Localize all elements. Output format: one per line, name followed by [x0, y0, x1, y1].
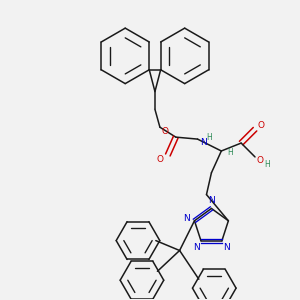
Text: O: O: [256, 156, 263, 165]
Text: H: H: [264, 160, 270, 169]
Text: N: N: [200, 138, 207, 147]
Text: O: O: [156, 155, 164, 164]
Text: N: N: [193, 243, 200, 252]
Text: N: N: [184, 214, 190, 223]
Text: O: O: [161, 127, 168, 136]
Text: O: O: [257, 121, 265, 130]
Text: H: H: [227, 148, 233, 158]
Text: N: N: [208, 196, 215, 205]
Text: N: N: [223, 243, 230, 252]
Text: H: H: [207, 133, 212, 142]
